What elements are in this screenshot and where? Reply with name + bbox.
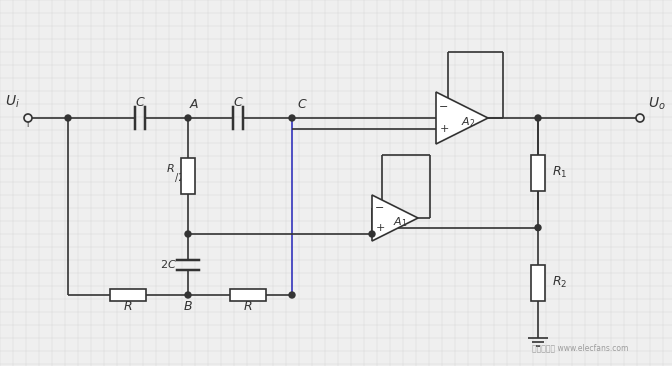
Circle shape: [535, 115, 541, 121]
Circle shape: [65, 115, 71, 121]
Text: $C$: $C$: [233, 96, 243, 108]
Circle shape: [185, 292, 191, 298]
Bar: [531, 265, 545, 301]
Text: $B$: $B$: [183, 300, 193, 314]
Polygon shape: [436, 92, 488, 144]
Text: $R_2$: $R_2$: [552, 275, 567, 290]
Text: $C$: $C$: [134, 96, 145, 108]
Polygon shape: [372, 195, 418, 241]
Circle shape: [369, 231, 375, 237]
Text: +: +: [376, 223, 384, 233]
Circle shape: [636, 114, 644, 122]
Circle shape: [289, 115, 295, 121]
Text: +: +: [439, 124, 449, 134]
Bar: [230, 289, 266, 301]
Text: $A_2$: $A_2$: [461, 115, 475, 129]
Circle shape: [185, 115, 191, 121]
Circle shape: [289, 292, 295, 298]
Text: $U_i$: $U_i$: [5, 94, 20, 110]
Text: $R$: $R$: [243, 300, 253, 314]
Text: $A_1$: $A_1$: [392, 215, 407, 229]
Text: $U_o$: $U_o$: [648, 96, 666, 112]
Text: $R$: $R$: [166, 162, 174, 174]
Text: $C$: $C$: [296, 98, 307, 112]
Circle shape: [185, 231, 191, 237]
Text: $2C$: $2C$: [159, 258, 177, 270]
Text: $R$: $R$: [123, 300, 133, 314]
Text: /2: /2: [175, 173, 185, 183]
Text: −: −: [439, 102, 449, 112]
Circle shape: [535, 225, 541, 231]
Bar: [531, 155, 545, 191]
Text: −: −: [376, 203, 384, 213]
Circle shape: [24, 114, 32, 122]
Text: 电子发烧友 www.elecfans.com: 电子发烧友 www.elecfans.com: [532, 344, 628, 352]
Bar: [181, 158, 195, 194]
Bar: [110, 289, 146, 301]
Text: i: i: [26, 120, 28, 129]
Text: $R_1$: $R_1$: [552, 165, 567, 180]
Text: $A$: $A$: [189, 98, 199, 112]
